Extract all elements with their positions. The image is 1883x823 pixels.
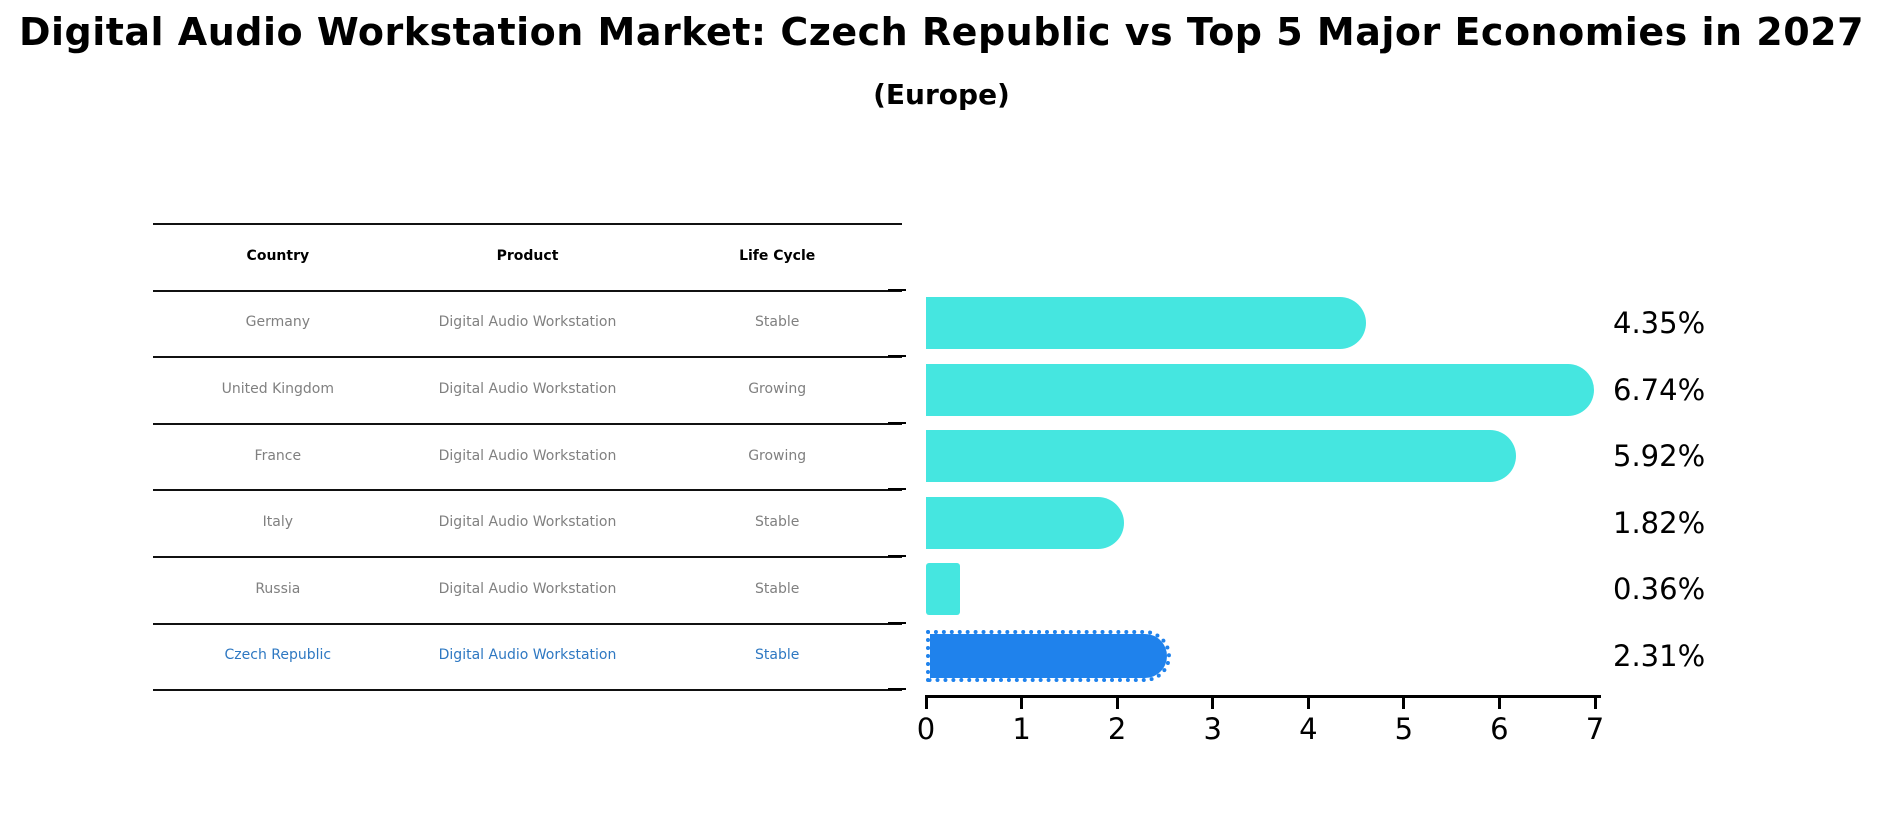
table-cell-life_cycle: Growing (748, 447, 807, 464)
table-row: Russia Digital Audio Workstation Stable (153, 556, 902, 623)
bar-czech-republic (926, 629, 1171, 682)
bar-value-label: 1.82% (1613, 505, 1706, 540)
table-rule (153, 422, 902, 425)
table-row: France Digital Audio Workstation Growing (153, 423, 902, 490)
table-rule (153, 356, 902, 359)
x-axis-tick-label: 4 (1299, 712, 1318, 746)
table-cell-product: Digital Audio Workstation (438, 314, 617, 331)
table-row: Germany Digital Audio Workstation Stable (153, 290, 902, 357)
x-axis-tick (1211, 698, 1215, 709)
y-axis-tick (888, 421, 906, 424)
table-cell-life_cycle: Growing (748, 381, 807, 398)
chart-subtitle: (Europe) (873, 78, 1010, 111)
y-axis-tick (888, 555, 906, 557)
bar-germany (926, 296, 1366, 349)
y-axis-tick (888, 688, 906, 691)
x-axis-tick (1497, 698, 1501, 709)
x-axis-tick (924, 698, 928, 709)
x-axis-tick (1402, 698, 1406, 709)
table-cell-country: Italy (262, 514, 294, 531)
table-cell-product: Digital Audio Workstation (438, 647, 617, 664)
y-axis-tick (888, 288, 906, 291)
table-header-cell: Life Cycle (739, 247, 816, 264)
x-axis-tick-label: 5 (1394, 712, 1414, 746)
table-cell-product: Digital Audio Workstation (438, 447, 617, 464)
table-cell-product: Digital Audio Workstation (438, 580, 617, 597)
x-axis-tick-label: 6 (1490, 712, 1509, 746)
bar-france (926, 430, 1516, 483)
table-header-row: Country Product Life Cycle (153, 223, 902, 290)
table-cell-country: Czech Republic (224, 647, 332, 664)
bar-united-kingdom (926, 363, 1595, 416)
table-header-cell: Country (246, 247, 310, 264)
x-axis-tick-label: 3 (1203, 712, 1222, 746)
table-cell-country: United Kingdom (221, 381, 335, 398)
x-axis-tick (1593, 698, 1597, 709)
y-axis-tick (888, 355, 906, 358)
bar-value-label: 2.31% (1613, 638, 1706, 673)
table-rule (153, 622, 902, 625)
bar-value-label: 0.36% (1613, 572, 1706, 607)
table-header-cell: Product (496, 247, 559, 264)
table-rule (153, 489, 902, 492)
table-cell-life_cycle: Stable (755, 647, 800, 664)
table-rule (153, 289, 902, 292)
y-axis-tick (888, 621, 906, 624)
table-cell-country: Russia (255, 580, 301, 597)
chart-title: Digital Audio Workstation Market: Czech … (18, 10, 1865, 54)
x-axis-tick (1115, 698, 1119, 709)
table-rule (153, 689, 902, 692)
table-row: United Kingdom Digital Audio Workstation G… (153, 356, 902, 423)
bar-value-label: 5.92% (1613, 439, 1706, 474)
table-cell-product: Digital Audio Workstation (438, 381, 617, 398)
table-rule (153, 223, 902, 225)
table-cell-country: France (254, 447, 302, 464)
table-cell-country: Germany (245, 314, 311, 331)
table-rule (153, 556, 902, 558)
x-axis-tick-label: 7 (1585, 712, 1605, 746)
table-row: Czech Republic Digital Audio Workstation S… (153, 623, 902, 690)
y-axis-tick (888, 488, 906, 491)
bar-russia (926, 563, 961, 616)
x-axis-tick-label: 1 (1012, 712, 1031, 746)
x-axis-spine (925, 695, 1601, 698)
bar-italy (926, 496, 1124, 549)
bar-value-label: 4.35% (1613, 305, 1706, 340)
table-cell-life_cycle: Stable (755, 314, 800, 331)
table-cell-life_cycle: Stable (755, 514, 800, 531)
x-axis-tick-label: 0 (916, 712, 936, 746)
x-axis-tick (1020, 698, 1024, 709)
bar-value-label: 6.74% (1613, 372, 1706, 407)
x-axis-tick-label: 2 (1107, 712, 1127, 746)
table-row: Italy Digital Audio Workstation Stable (153, 489, 902, 556)
table-cell-product: Digital Audio Workstation (438, 514, 617, 531)
table-cell-life_cycle: Stable (755, 580, 800, 597)
x-axis-tick (1306, 698, 1310, 709)
